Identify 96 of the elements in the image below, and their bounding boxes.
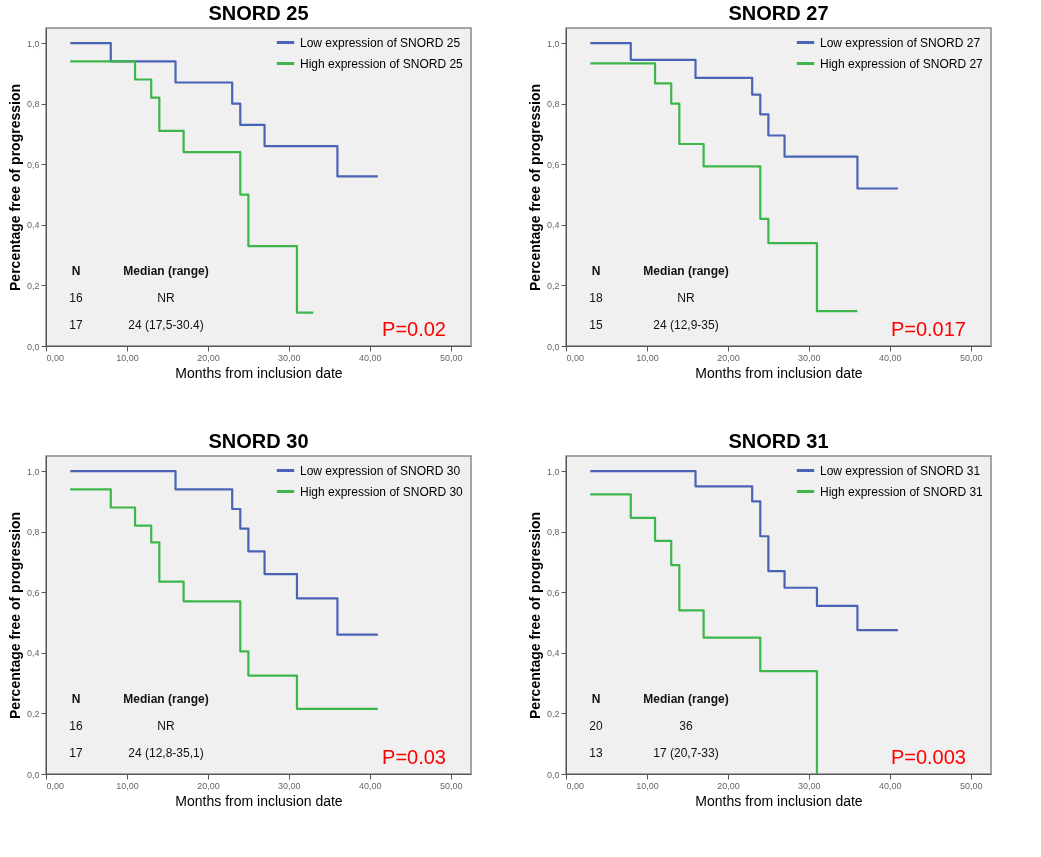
legend-label: Low expression of SNORD 27 bbox=[820, 35, 981, 50]
y-axis-title: Percentage free of progression bbox=[526, 84, 543, 291]
x-tick-label: 0,00 bbox=[566, 780, 585, 791]
y-tick-label: 0,6 bbox=[26, 159, 40, 170]
annotation: 24 (17,5-30.4) bbox=[128, 317, 204, 332]
y-tick-label: 0,0 bbox=[546, 769, 560, 780]
annotation: 17 bbox=[69, 317, 83, 332]
y-tick-label: 0,6 bbox=[546, 159, 560, 170]
x-axis-title: Months from inclusion date bbox=[175, 792, 343, 809]
y-tick-label: 0,4 bbox=[546, 220, 560, 231]
y-tick-label: 1,0 bbox=[546, 38, 560, 49]
y-axis-title: Percentage free of progression bbox=[6, 84, 23, 291]
x-tick-label: 0,00 bbox=[46, 780, 65, 791]
y-tick-label: 1,0 bbox=[546, 466, 560, 477]
annotation: P=0.003 bbox=[890, 746, 966, 768]
x-tick-label: 50,00 bbox=[440, 352, 463, 363]
x-tick-label: 0,00 bbox=[566, 352, 585, 363]
x-tick-label: 50,00 bbox=[960, 780, 983, 791]
y-tick-label: 0,4 bbox=[26, 648, 40, 659]
annotation: NR bbox=[157, 290, 175, 305]
legend-label: High expression of SNORD 27 bbox=[820, 56, 984, 71]
y-tick-label: 1,0 bbox=[26, 466, 40, 477]
y-tick-label: 0,8 bbox=[26, 527, 40, 538]
y-tick-label: 0,6 bbox=[546, 587, 560, 598]
x-tick-label: 50,00 bbox=[440, 780, 463, 791]
chart-title: SNORD 25 bbox=[208, 2, 309, 24]
y-tick-label: 0,2 bbox=[546, 708, 560, 719]
y-tick-label: 0,8 bbox=[26, 99, 40, 110]
x-tick-label: 10,00 bbox=[116, 352, 139, 363]
annotation: Median (range) bbox=[643, 263, 729, 278]
x-axis-title: Months from inclusion date bbox=[695, 792, 863, 809]
x-tick-label: 40,00 bbox=[359, 780, 382, 791]
legend-label: High expression of SNORD 31 bbox=[820, 484, 984, 499]
x-tick-label: 20,00 bbox=[197, 352, 220, 363]
chart-title: SNORD 27 bbox=[728, 2, 829, 24]
x-tick-label: 10,00 bbox=[116, 780, 139, 791]
x-tick-label: 40,00 bbox=[879, 780, 902, 791]
x-tick-label: 40,00 bbox=[359, 352, 382, 363]
y-tick-label: 0,6 bbox=[26, 587, 40, 598]
annotation: 16 bbox=[69, 718, 83, 733]
annotation: P=0.02 bbox=[382, 318, 446, 340]
annotation: NR bbox=[677, 290, 695, 305]
annotation: Median (range) bbox=[123, 263, 209, 278]
annotation: 15 bbox=[589, 317, 603, 332]
x-tick-label: 0,00 bbox=[46, 352, 65, 363]
y-tick-label: 0,8 bbox=[546, 527, 560, 538]
annotation: 17 bbox=[69, 745, 83, 760]
y-tick-label: 0,0 bbox=[26, 341, 40, 352]
annotation: N bbox=[71, 691, 81, 706]
chart-title: SNORD 30 bbox=[208, 430, 309, 452]
y-tick-label: 0,2 bbox=[546, 280, 560, 291]
y-tick-label: 0,0 bbox=[546, 341, 560, 352]
x-tick-label: 30,00 bbox=[278, 352, 301, 363]
legend-label: Low expression of SNORD 31 bbox=[820, 463, 981, 478]
annotation: 17 (20,7-33) bbox=[653, 745, 719, 760]
annotation: 36 bbox=[679, 718, 693, 733]
x-tick-label: 20,00 bbox=[717, 352, 740, 363]
annotation: N bbox=[591, 263, 601, 278]
annotation: 24 (12,9-35) bbox=[653, 317, 719, 332]
annotation: 13 bbox=[589, 745, 603, 760]
y-tick-label: 0,0 bbox=[26, 769, 40, 780]
x-tick-label: 20,00 bbox=[197, 780, 220, 791]
y-tick-label: 0,4 bbox=[546, 648, 560, 659]
x-tick-label: 30,00 bbox=[798, 780, 821, 791]
y-tick-label: 0,4 bbox=[26, 220, 40, 231]
annotation: 16 bbox=[69, 290, 83, 305]
y-tick-label: 0,2 bbox=[26, 708, 40, 719]
y-tick-label: 1,0 bbox=[26, 38, 40, 49]
annotation: Median (range) bbox=[123, 691, 209, 706]
legend-label: Low expression of SNORD 25 bbox=[300, 35, 461, 50]
annotation: 18 bbox=[589, 290, 603, 305]
legend-label: High expression of SNORD 30 bbox=[300, 484, 464, 499]
legend-label: High expression of SNORD 25 bbox=[300, 56, 464, 71]
y-tick-label: 0,2 bbox=[26, 280, 40, 291]
x-axis-title: Months from inclusion date bbox=[175, 364, 343, 381]
x-tick-label: 10,00 bbox=[636, 780, 659, 791]
annotation: Median (range) bbox=[643, 691, 729, 706]
annotation: 20 bbox=[589, 718, 603, 733]
y-tick-label: 0,8 bbox=[546, 99, 560, 110]
x-tick-label: 10,00 bbox=[636, 352, 659, 363]
x-axis-title: Months from inclusion date bbox=[695, 364, 863, 381]
annotation: NR bbox=[157, 718, 175, 733]
annotation: P=0.017 bbox=[890, 318, 966, 340]
chart-title: SNORD 31 bbox=[728, 430, 829, 452]
legend-label: Low expression of SNORD 30 bbox=[300, 463, 461, 478]
y-axis-title: Percentage free of progression bbox=[526, 512, 543, 719]
x-tick-label: 40,00 bbox=[879, 352, 902, 363]
annotation: 24 (12,8-35,1) bbox=[128, 745, 204, 760]
annotation: N bbox=[591, 691, 601, 706]
x-tick-label: 30,00 bbox=[278, 780, 301, 791]
annotation: N bbox=[71, 263, 81, 278]
x-tick-label: 50,00 bbox=[960, 352, 983, 363]
annotation: P=0.03 bbox=[382, 746, 446, 768]
x-tick-label: 20,00 bbox=[717, 780, 740, 791]
y-axis-title: Percentage free of progression bbox=[6, 512, 23, 719]
x-tick-label: 30,00 bbox=[798, 352, 821, 363]
